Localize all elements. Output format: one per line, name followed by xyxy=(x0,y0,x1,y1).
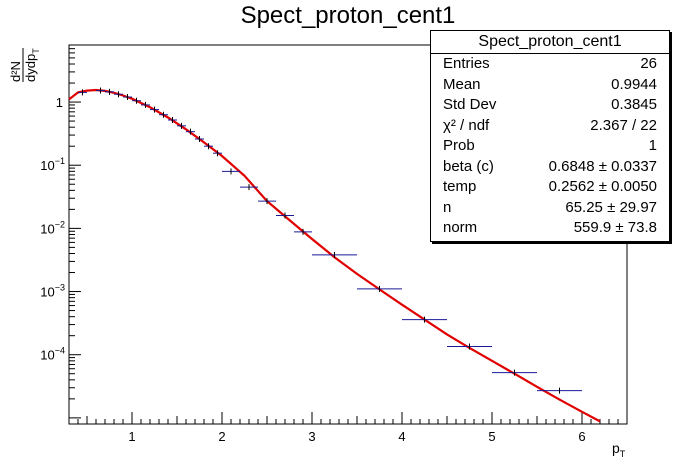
data-point xyxy=(213,150,222,157)
data-point xyxy=(159,111,168,118)
data-point xyxy=(132,97,141,104)
y-tick-label: 1 xyxy=(56,95,63,110)
stats-row-label: temp xyxy=(443,178,477,195)
data-point xyxy=(204,143,213,150)
stats-row-label: Mean xyxy=(443,75,481,93)
stats-row: Std Dev 0.3845 xyxy=(431,95,669,116)
data-point xyxy=(195,135,204,142)
y-axis-label-graphic: d²N dydpT xyxy=(8,48,41,82)
data-point xyxy=(240,184,258,191)
data-point xyxy=(141,101,150,108)
x-tick-label: 3 xyxy=(308,429,315,444)
fit-curve xyxy=(68,88,601,423)
y-tick-label: 10−2 xyxy=(40,219,65,236)
stats-row: Prob 1 xyxy=(431,136,669,157)
data-point xyxy=(177,122,186,129)
stats-row-label: χ² / ndf xyxy=(443,116,490,134)
stats-row: χ² / ndf 2.367 / 22 xyxy=(431,116,669,137)
data-point xyxy=(258,198,276,205)
data-point xyxy=(168,116,177,123)
data-point xyxy=(123,94,132,101)
stats-row: norm 559.9 ± 73.8 xyxy=(431,218,669,239)
stats-row-label: norm xyxy=(443,219,478,236)
x-tick-label: 6 xyxy=(578,429,585,444)
stats-box: Spect_proton_cent1 Entries 26 Mean 0.9944 St… xyxy=(430,30,670,242)
stats-row: Entries 26 xyxy=(431,54,669,75)
data-point xyxy=(447,343,492,350)
y-axis-label: d²N dydpT xyxy=(2,46,42,86)
stats-row-value: 1 xyxy=(648,137,657,154)
data-point xyxy=(492,369,537,376)
y-tick-label: 10−4 xyxy=(40,346,65,363)
data-point xyxy=(114,91,123,98)
y-tick-label: 10−1 xyxy=(40,156,65,173)
data-point xyxy=(78,89,87,96)
data-point xyxy=(105,88,114,95)
stats-row-label: Prob xyxy=(443,137,475,154)
stats-row-value: 0.2562 ± 0.0050 xyxy=(548,178,657,195)
x-tick-label: 1 xyxy=(128,429,135,444)
data-point xyxy=(150,106,159,113)
stats-row-value: 2.367 / 22 xyxy=(590,116,657,134)
x-label-main: p xyxy=(612,440,620,456)
x-tick-label: 2 xyxy=(218,429,225,444)
x-label-sub: T xyxy=(619,448,626,459)
stats-row: n 65.25 ± 29.97 xyxy=(431,198,669,219)
stats-row-value: 65.25 ± 29.97 xyxy=(565,198,657,216)
stats-row-value: 26 xyxy=(640,55,657,72)
x-axis-label: pT xyxy=(612,440,625,459)
stats-row: Mean 0.9944 xyxy=(431,75,669,96)
y-tick-label: 10−3 xyxy=(40,283,65,300)
stats-row-label: n xyxy=(443,198,452,216)
svg-text:dydpT: dydpT xyxy=(23,48,41,82)
stats-rows: Entries 26 Mean 0.9944 Std Dev 0.3845 χ² / ndf… xyxy=(431,54,669,239)
data-point xyxy=(402,316,447,323)
data-point xyxy=(537,387,582,394)
data-point xyxy=(222,168,240,175)
stats-row-label: Entries xyxy=(443,55,490,72)
stats-row-value: 559.9 ± 73.8 xyxy=(573,219,657,236)
chart-title: Spect_proton_cent1 xyxy=(240,2,456,29)
data-point xyxy=(312,251,357,258)
x-tick-label: 5 xyxy=(488,429,495,444)
y-label-numerator: d²N xyxy=(8,61,23,82)
stats-row: temp 0.2562 ± 0.0050 xyxy=(431,177,669,198)
stats-row-value: 0.9944 xyxy=(611,75,657,93)
stats-box-title: Spect_proton_cent1 xyxy=(431,31,669,54)
stats-row-label: Std Dev xyxy=(443,96,497,113)
data-point xyxy=(276,212,294,219)
stats-row-value: 0.6848 ± 0.0337 xyxy=(548,157,657,175)
x-tick-label: 4 xyxy=(398,429,405,444)
y-label-denominator: dydp xyxy=(23,54,38,82)
data-point xyxy=(186,128,195,135)
data-point xyxy=(357,285,402,292)
y-label-denominator-sub: T xyxy=(31,48,41,54)
stats-row-label: beta (c) xyxy=(443,157,494,175)
stats-row-value: 0.3845 xyxy=(611,96,657,113)
stats-row: beta (c) 0.6848 ± 0.0337 xyxy=(431,157,669,178)
data-point xyxy=(96,87,105,94)
data-point xyxy=(294,228,312,235)
